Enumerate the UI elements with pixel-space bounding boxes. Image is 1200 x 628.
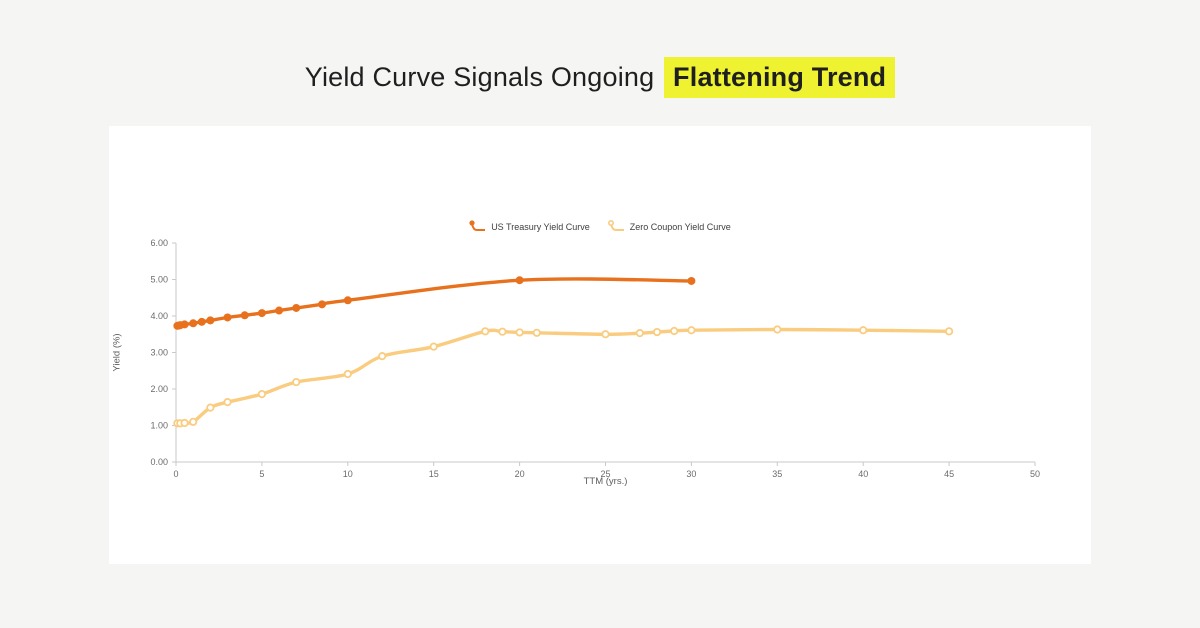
page-title: Yield Curve Signals Ongoing Flattening T… xyxy=(0,57,1200,98)
svg-text:2.00: 2.00 xyxy=(150,384,168,394)
svg-text:6.00: 6.00 xyxy=(150,238,168,248)
svg-text:25: 25 xyxy=(600,469,610,479)
svg-text:35: 35 xyxy=(772,469,782,479)
svg-text:0: 0 xyxy=(173,469,178,479)
svg-text:4.00: 4.00 xyxy=(150,311,168,321)
svg-text:1.00: 1.00 xyxy=(150,421,168,431)
svg-text:10: 10 xyxy=(343,469,353,479)
svg-text:3.00: 3.00 xyxy=(150,348,168,358)
legend-label: Zero Coupon Yield Curve xyxy=(629,221,731,232)
svg-text:40: 40 xyxy=(858,469,868,479)
page-title-highlight: Flattening Trend xyxy=(664,57,896,98)
legend-label: US Treasury Yield Curve xyxy=(491,221,590,232)
legend-item-zero-coupon[interactable]: Zero Coupon Yield Curve xyxy=(607,220,731,233)
svg-text:50: 50 xyxy=(1030,469,1040,479)
chart-legend: US Treasury Yield Curve Zero Coupon Yiel… xyxy=(109,220,1091,233)
line-marker-icon xyxy=(469,220,486,231)
svg-text:45: 45 xyxy=(944,469,954,479)
chart-card: US Treasury Yield Curve Zero Coupon Yiel… xyxy=(109,126,1091,564)
legend-item-us-treasury[interactable]: US Treasury Yield Curve xyxy=(469,220,590,233)
svg-text:0.00: 0.00 xyxy=(150,457,168,467)
line-marker-icon xyxy=(607,220,624,231)
svg-text:30: 30 xyxy=(686,469,696,479)
x-axis-title: TTM (yrs.) xyxy=(583,476,628,487)
page-title-text: Yield Curve Signals Ongoing xyxy=(304,62,655,92)
chart-canvas: 0 5 10 15 20 25 30 35 40 45 50 0.00 1.00 2.00 3.00 4.00… xyxy=(150,238,1040,479)
svg-text:15: 15 xyxy=(429,469,439,479)
svg-text:5.00: 5.00 xyxy=(150,275,168,285)
y-axis-title: Yield (%) xyxy=(111,333,123,372)
svg-text:5: 5 xyxy=(259,469,264,479)
svg-text:20: 20 xyxy=(515,469,525,479)
